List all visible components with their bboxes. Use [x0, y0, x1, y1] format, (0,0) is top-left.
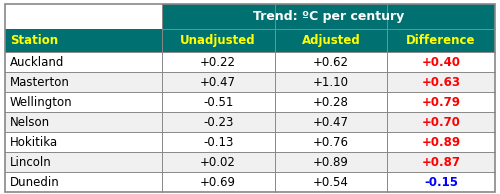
Bar	[274, 112, 387, 132]
Text: +0.40: +0.40	[422, 56, 461, 69]
Bar	[387, 29, 495, 52]
Bar	[274, 29, 387, 52]
Text: +0.87: +0.87	[422, 156, 461, 169]
Text: +0.89: +0.89	[313, 156, 349, 169]
Bar	[387, 132, 495, 152]
Bar	[387, 112, 495, 132]
Bar	[162, 52, 274, 72]
Text: -0.15: -0.15	[424, 176, 458, 189]
Text: +0.63: +0.63	[422, 76, 461, 89]
Bar	[5, 29, 162, 52]
Bar	[162, 72, 274, 92]
Bar	[162, 4, 495, 29]
Bar	[274, 152, 387, 172]
Text: -0.23: -0.23	[203, 116, 234, 129]
Text: +0.47: +0.47	[200, 76, 236, 89]
Text: +0.69: +0.69	[200, 176, 236, 189]
Bar	[274, 72, 387, 92]
Bar	[274, 52, 387, 72]
Bar	[387, 52, 495, 72]
Bar	[162, 92, 274, 112]
Text: +0.79: +0.79	[422, 96, 461, 109]
Bar	[162, 29, 274, 52]
Text: +0.54: +0.54	[313, 176, 349, 189]
Text: -0.13: -0.13	[203, 136, 234, 149]
Bar	[162, 152, 274, 172]
Text: Hokitika: Hokitika	[10, 136, 58, 149]
Text: Lincoln: Lincoln	[10, 156, 52, 169]
Text: +0.22: +0.22	[200, 56, 236, 69]
Bar	[162, 112, 274, 132]
Bar	[274, 92, 387, 112]
Text: +0.28: +0.28	[313, 96, 349, 109]
Text: +0.02: +0.02	[200, 156, 236, 169]
Bar	[5, 72, 162, 92]
Text: Auckland: Auckland	[10, 56, 64, 69]
Text: +1.10: +1.10	[313, 76, 349, 89]
Text: Adjusted: Adjusted	[302, 34, 360, 47]
Text: -0.51: -0.51	[203, 96, 234, 109]
Text: Dunedin: Dunedin	[10, 176, 60, 189]
Bar	[5, 92, 162, 112]
Bar	[387, 152, 495, 172]
Bar	[387, 172, 495, 192]
Text: Difference: Difference	[406, 34, 476, 47]
Bar	[162, 172, 274, 192]
Bar	[5, 52, 162, 72]
Text: +0.70: +0.70	[422, 116, 461, 129]
Bar	[274, 132, 387, 152]
Text: Station: Station	[10, 34, 58, 47]
Text: Unadjusted: Unadjusted	[180, 34, 256, 47]
Text: Trend: ºC per century: Trend: ºC per century	[253, 10, 404, 23]
Bar	[387, 92, 495, 112]
Bar	[5, 152, 162, 172]
Text: Masterton: Masterton	[10, 76, 70, 89]
Text: Nelson: Nelson	[10, 116, 50, 129]
Text: +0.76: +0.76	[313, 136, 349, 149]
Bar	[387, 72, 495, 92]
Bar	[5, 112, 162, 132]
Bar	[5, 172, 162, 192]
Bar	[5, 132, 162, 152]
Text: Wellington: Wellington	[10, 96, 72, 109]
Text: +0.89: +0.89	[422, 136, 461, 149]
Text: +0.47: +0.47	[313, 116, 349, 129]
Bar	[274, 172, 387, 192]
Text: +0.62: +0.62	[313, 56, 349, 69]
Bar	[162, 132, 274, 152]
